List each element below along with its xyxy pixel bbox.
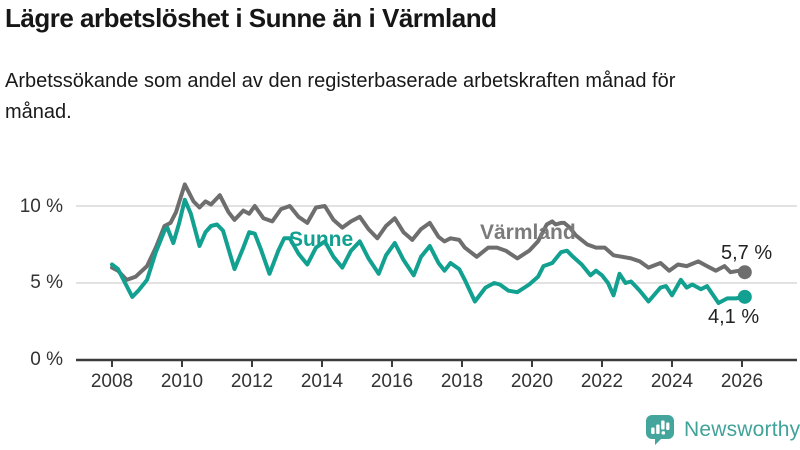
x-axis-tick-label: 2008 (90, 371, 134, 392)
sunne-end-dot (737, 289, 752, 304)
y-axis-tick-label: 0 % (30, 349, 63, 370)
newsworthy-logo-text: Newsworthy (684, 417, 800, 441)
varmland-series-label: Värmland (480, 221, 576, 244)
x-axis-tick-label: 2018 (440, 371, 484, 392)
sunne-series-label: Sunne (289, 228, 354, 251)
x-axis-tick-label: 2012 (230, 371, 274, 392)
y-axis-tick-label: 10 % (19, 196, 63, 217)
newsworthy-logo-icon (646, 415, 674, 445)
x-axis-tick-label: 2016 (370, 371, 414, 392)
y-axis-tick-label: 5 % (30, 272, 63, 293)
newsworthy-logo[interactable]: Newsworthy (645, 414, 800, 445)
varmland-end-dot (737, 265, 752, 280)
x-axis-tick-label: 2024 (650, 371, 694, 392)
page-title: Lägre arbetslöshet i Sunne än i Värmland (5, 3, 497, 33)
varmland-end-value-label: 5,7 % (721, 242, 773, 264)
x-axis-tick-label: 2026 (720, 371, 764, 392)
varmland-line (110, 182, 747, 282)
x-axis-tick-label: 2020 (510, 371, 554, 392)
sunne-end-value-label: 4,1 % (708, 306, 760, 328)
x-axis-tick-label: 2014 (300, 371, 344, 392)
sunne-line (110, 197, 747, 305)
x-axis-tick-label: 2010 (160, 371, 204, 392)
chart-subtitle: Arbetssökande som andel av den registerb… (5, 70, 676, 123)
x-axis-tick-label: 2022 (580, 371, 624, 392)
